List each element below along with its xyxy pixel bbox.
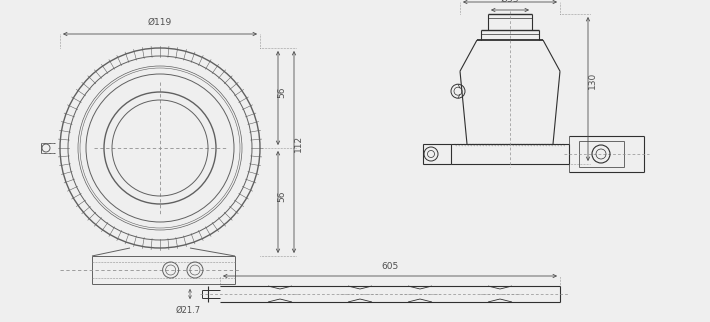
Text: 56: 56 [278, 87, 287, 98]
Text: Ø53: Ø53 [501, 0, 519, 4]
Text: Ø119: Ø119 [148, 18, 172, 27]
Text: 130: 130 [587, 72, 596, 89]
Text: 605: 605 [381, 262, 398, 271]
Text: Ø21.7: Ø21.7 [175, 306, 200, 315]
Text: 112: 112 [293, 135, 302, 152]
Text: 56: 56 [278, 191, 287, 202]
